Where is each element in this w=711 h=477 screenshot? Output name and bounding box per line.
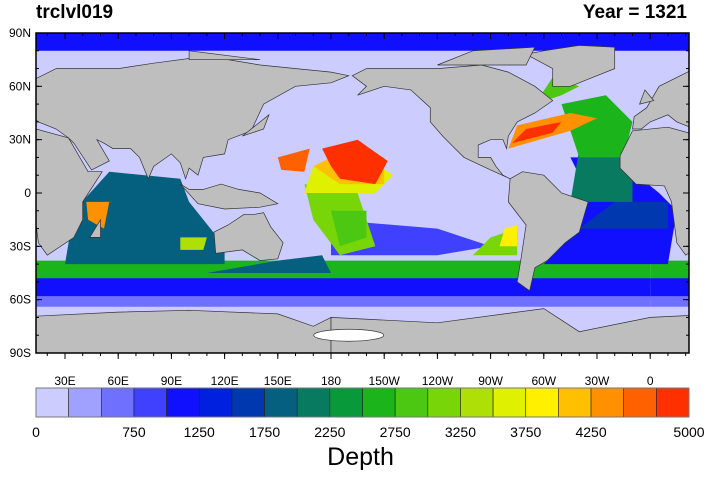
colorbar-box xyxy=(166,387,200,418)
field-pacific-red-west xyxy=(277,148,310,172)
colorbar-box xyxy=(35,387,69,418)
field-arctic-blue xyxy=(36,33,331,51)
lat-label: 0 xyxy=(24,186,31,200)
plot-title-left: trclvl019 xyxy=(36,2,114,23)
map-axes: 90N 60N 30N 0 30S 60S 90S 30E 60E 90E 120E 150E 180 1… xyxy=(9,26,689,388)
field-southern-blue xyxy=(36,278,651,300)
arctic-archipelago xyxy=(437,46,536,66)
lon-label: 120E xyxy=(211,374,239,388)
field-southern-green xyxy=(650,260,689,282)
field-pacific-green xyxy=(331,210,367,247)
field-indian-teal xyxy=(703,172,711,264)
field-peru-yellow xyxy=(499,225,518,247)
continent-north-america xyxy=(351,64,554,180)
lon-label: 90W xyxy=(478,374,503,388)
indonesia xyxy=(180,183,279,210)
map-area xyxy=(0,33,711,353)
field-pacific-red xyxy=(322,139,388,185)
lat-label: 90S xyxy=(10,346,31,360)
lat-label: 30N xyxy=(9,133,31,147)
colorbar-box xyxy=(558,387,592,418)
lon-label: 90E xyxy=(161,374,182,388)
continent-africa xyxy=(619,126,689,256)
field-madagascar-orange xyxy=(86,201,110,229)
field-atlantic-deep xyxy=(0,202,30,229)
field-atlantic-deep xyxy=(579,201,668,229)
colorbar-box xyxy=(133,387,167,418)
colorbar-box xyxy=(492,387,527,418)
colorbar-box xyxy=(427,387,461,418)
continent-antarctica xyxy=(330,308,689,353)
colorbar-box xyxy=(264,387,298,418)
siberia-north xyxy=(188,50,261,61)
great-britain xyxy=(639,89,655,105)
colorbar-box xyxy=(296,387,331,418)
colorbar-box xyxy=(68,387,102,418)
lat-label: 60S xyxy=(10,293,31,307)
lon-label: 30W xyxy=(585,374,610,388)
continent-africa xyxy=(36,128,103,256)
colorbar-label: 1250 xyxy=(184,424,215,440)
field-tasman-teal xyxy=(206,255,331,273)
lon-label: 180 xyxy=(321,374,341,388)
lon-label: 30E xyxy=(54,374,75,388)
lon-label: 60W xyxy=(531,374,556,388)
colorbar-label: 750 xyxy=(122,424,146,440)
lon-label: 150E xyxy=(264,374,292,388)
continent-south-america xyxy=(507,171,589,292)
colorbar-label: 2250 xyxy=(314,424,345,440)
japan xyxy=(242,113,270,137)
field-southern-mid xyxy=(650,296,689,307)
lon-label: 150W xyxy=(369,374,401,388)
plot-title-right: Year = 1321 xyxy=(582,2,687,23)
colorbar-box xyxy=(656,387,690,418)
colorbar-frame xyxy=(35,387,690,418)
colorbar-title: Depth xyxy=(327,443,394,471)
field-atlantic-teal xyxy=(570,148,633,202)
field-atlantic-green xyxy=(561,95,633,158)
colorbar-box xyxy=(394,387,429,418)
lon-label: 0 xyxy=(647,374,654,388)
madagascar xyxy=(89,218,101,238)
field-southern-mid xyxy=(36,296,651,307)
field-gulfstream-core xyxy=(511,121,562,144)
lon-label: 60E xyxy=(108,374,129,388)
colorbar-box xyxy=(329,387,363,418)
colorbar-box xyxy=(101,387,135,418)
colorbar-box xyxy=(198,387,233,418)
continent-antarctica xyxy=(36,309,332,353)
field-southern-blue xyxy=(650,278,689,300)
field-southern-green xyxy=(36,260,651,282)
colorbar-label: 2750 xyxy=(380,424,411,440)
colorbar-label: 1750 xyxy=(249,424,280,440)
colorbar-box xyxy=(525,387,559,418)
colorbar-label: 3250 xyxy=(445,424,476,440)
lat-label: 90N xyxy=(9,26,31,40)
lon-label: 120W xyxy=(422,374,454,388)
continent-eurasia xyxy=(36,55,350,180)
field-southern-green xyxy=(0,261,12,282)
lat-label: 30S xyxy=(10,239,31,253)
colorbar-label: 4250 xyxy=(575,424,606,440)
continent-australia xyxy=(213,212,284,261)
colorbar-label: 3750 xyxy=(510,424,541,440)
field-indian-yellow xyxy=(180,237,207,250)
colorbar-box xyxy=(623,387,657,418)
colorbar-label: 0 xyxy=(32,424,40,440)
colorbar-box xyxy=(460,387,494,418)
ross-ice-shelf xyxy=(313,328,385,342)
colorbar-box xyxy=(231,387,265,418)
lat-label: 60N xyxy=(9,79,31,93)
colorbar: 0 750 1250 1750 2250 2750 3250 3750 4250 5000 xyxy=(32,387,705,440)
greenland xyxy=(525,45,616,87)
colorbar-box xyxy=(362,387,396,418)
colorbar-label: 5000 xyxy=(673,424,704,440)
colorbar-box xyxy=(590,387,624,418)
continent-eurasia xyxy=(632,70,689,130)
